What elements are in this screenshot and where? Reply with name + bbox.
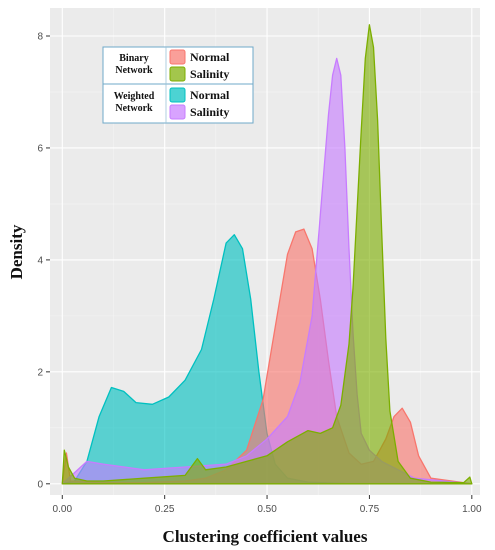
x-tick-label: 0.75 — [360, 504, 380, 515]
legend-entry-label: Normal — [190, 50, 230, 64]
y-tick-label: 2 — [37, 367, 43, 378]
y-tick-label: 0 — [37, 479, 43, 490]
legend-group-label: Binary — [119, 53, 148, 64]
x-axis-title: Clustering coefficient values — [163, 527, 368, 546]
y-tick-label: 8 — [37, 31, 43, 42]
x-tick-label: 1.00 — [462, 504, 482, 515]
legend-entry-label: Salinity — [190, 105, 229, 119]
legend-group-label: Weighted — [114, 91, 155, 102]
density-series — [61, 24, 473, 485]
x-tick-label: 0.50 — [257, 504, 277, 515]
legend-key — [169, 66, 186, 82]
y-tick-label: 6 — [37, 143, 43, 154]
legend-entry-label: Salinity — [190, 67, 229, 81]
legend-group-label: Network — [115, 103, 153, 114]
legend-group-label: Network — [115, 65, 153, 76]
legend-key — [169, 104, 186, 120]
binary-salinity-density-area — [61, 24, 473, 485]
y-axis-title: Density — [7, 224, 26, 279]
legend-entry-label: Normal — [190, 88, 230, 102]
legend-key — [169, 49, 186, 65]
y-tick-label: 4 — [37, 255, 43, 266]
x-tick-label: 0.25 — [155, 504, 175, 515]
x-tick-label: 0.00 — [53, 504, 73, 515]
legend: BinaryNetworkNormalSalinityWeightedNetwo… — [102, 46, 254, 124]
axis-ticks: 0 2 4 6 8 0.00 0.25 0.50 0.75 1.00 — [37, 31, 482, 515]
legend-key — [169, 87, 186, 103]
